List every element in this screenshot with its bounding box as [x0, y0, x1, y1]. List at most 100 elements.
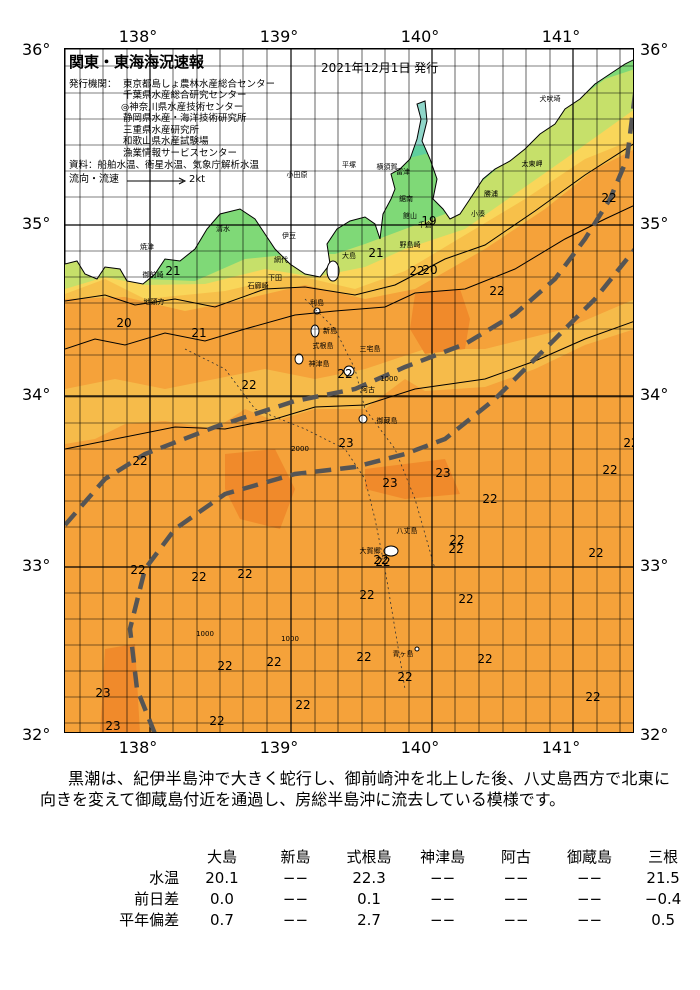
- temp-label: 23: [95, 686, 111, 700]
- sea-mid-area: [65, 299, 633, 444]
- temp-label: 22: [241, 378, 257, 392]
- table-header-row: 大島 新島 式根島 神津島 阿古 御蔵島 三根: [70, 846, 700, 867]
- table-cell: −−: [503, 889, 529, 908]
- map-title: 関東・東海海況速報: [69, 53, 205, 71]
- table-cell: −−: [503, 868, 529, 887]
- table-cell: 21.5: [646, 868, 680, 887]
- table-cell: −−: [503, 910, 529, 929]
- table-cell: 20.1: [205, 868, 239, 887]
- lon-label-bottom: 141°: [541, 738, 581, 757]
- place-label: 富津: [396, 168, 410, 176]
- place-label: 横須賀: [376, 163, 398, 171]
- column-header: 式根島: [346, 848, 392, 866]
- temp-label: 20: [116, 316, 132, 330]
- depth-label: 1000: [281, 635, 299, 643]
- lon-label-top: 138°: [118, 27, 158, 46]
- temp-label: 19: [421, 214, 437, 228]
- lat-label-left: 32°: [22, 725, 51, 744]
- place-label: 清水: [216, 225, 230, 233]
- temp-label: 22: [448, 542, 464, 556]
- row-label: 水温: [149, 869, 180, 887]
- flow-legend-scale: 2kt: [189, 174, 206, 185]
- place-label: 犬吠埼: [539, 95, 561, 103]
- table-cell: 22.3: [352, 868, 386, 887]
- lat-label-left: 35°: [22, 214, 51, 233]
- temp-label: 22: [375, 555, 391, 569]
- place-label: 大島: [342, 252, 356, 260]
- row-label: 前日差: [134, 890, 180, 908]
- lat-label-left: 34°: [22, 385, 51, 404]
- issuer-name: 三重県水産研究所: [123, 125, 200, 136]
- depth-contour-lines: [184, 298, 436, 690]
- temp-label: 21: [165, 264, 181, 278]
- place-label: 式根島: [312, 342, 334, 350]
- temp-label: 21: [191, 326, 207, 340]
- place-label: 伊豆: [282, 232, 296, 240]
- island-hachijojima: [383, 545, 399, 557]
- row-label: 平年偏差: [119, 911, 180, 929]
- temp-label: 23: [435, 466, 451, 480]
- temp-label: 21: [368, 246, 384, 260]
- table-row: 水温 20.1 −− 22.3 −− −− −− 21.5: [70, 867, 700, 888]
- issuer-name: 東京都島しょ農林水産総合センター: [123, 79, 276, 90]
- table-cell: −−: [430, 868, 456, 887]
- place-label: 大賀郷: [359, 547, 381, 555]
- map-grid: [65, 49, 633, 732]
- isotherm-lines: [65, 143, 633, 450]
- table-row: 前日差 0.0 −− 0.1 −− −− −− −0.4: [70, 888, 700, 909]
- temp-label: 22: [191, 570, 207, 584]
- temp-label: 23: [338, 436, 354, 450]
- temp-label: 22: [373, 553, 389, 567]
- temp-label: 22: [458, 592, 474, 606]
- place-label: 小田原: [286, 171, 308, 179]
- sea-hot-area: [100, 644, 140, 732]
- place-label: 太東岬: [521, 160, 543, 168]
- column-header: 御蔵島: [567, 848, 613, 866]
- place-label: 新島: [323, 327, 337, 335]
- table-cell: −−: [576, 910, 603, 929]
- column-header: 大島: [206, 848, 237, 866]
- lon-label-top: 139°: [259, 27, 299, 46]
- place-label: 焼津: [140, 243, 154, 251]
- table-cell: −−: [430, 889, 456, 908]
- depth-label: 1000: [196, 630, 214, 638]
- current-description: 黒潮は、紀伊半島沖で大きく蛇行し、御前崎沖を北上した後、八丈島西方で北東に向きを…: [40, 769, 670, 809]
- temp-label: 23: [105, 719, 121, 733]
- lon-label-top: 140°: [400, 27, 440, 46]
- table-cell: −−: [282, 889, 309, 908]
- temp-label: 22: [132, 454, 148, 468]
- temp-label: 22: [295, 698, 311, 712]
- table-cell: −−: [576, 889, 603, 908]
- depth-label: 1000: [380, 375, 398, 383]
- lon-label-bottom: 140°: [400, 738, 440, 757]
- temp-label: 22: [449, 533, 465, 547]
- issue-date: 2021年12月1日 発行: [321, 61, 439, 75]
- place-label: 勝浦: [484, 190, 498, 198]
- flow-arrow-icon: [127, 177, 187, 185]
- issuer-name: 和歌山県水産試験場: [123, 136, 209, 147]
- temp-label: 23: [382, 476, 398, 490]
- temp-label: 22: [130, 563, 146, 577]
- temp-label: 22: [237, 567, 253, 581]
- data-sources: 資料：船舶水温、衛星水温、気象庁解析水温: [69, 160, 260, 171]
- island-aogashima: [414, 646, 420, 652]
- lat-label-right: 34°: [640, 385, 669, 404]
- lat-label-right: 35°: [640, 214, 669, 233]
- place-label: 利島: [310, 299, 324, 307]
- island-oshima: [326, 260, 340, 282]
- temp-label: 22: [601, 191, 617, 205]
- column-header: 阿古: [501, 848, 532, 866]
- issuer-name: 千葉県水産総合研究センター: [123, 90, 247, 101]
- place-label: 御前崎: [142, 271, 164, 279]
- place-label: 千倉: [418, 221, 432, 229]
- temp-label: 22: [337, 367, 353, 381]
- lon-label-top: 141°: [541, 27, 581, 46]
- table-cell: 0.0: [210, 889, 234, 908]
- place-label: 神津島: [308, 360, 330, 368]
- column-header: 新島: [280, 848, 311, 866]
- place-label: 三宅島: [359, 345, 381, 353]
- table-cell: 2.7: [357, 910, 381, 929]
- issuer-name: 漁業情報サービスセンター: [123, 148, 238, 159]
- table-cell: 0.5: [651, 910, 676, 929]
- place-label: 鋸南: [399, 195, 413, 203]
